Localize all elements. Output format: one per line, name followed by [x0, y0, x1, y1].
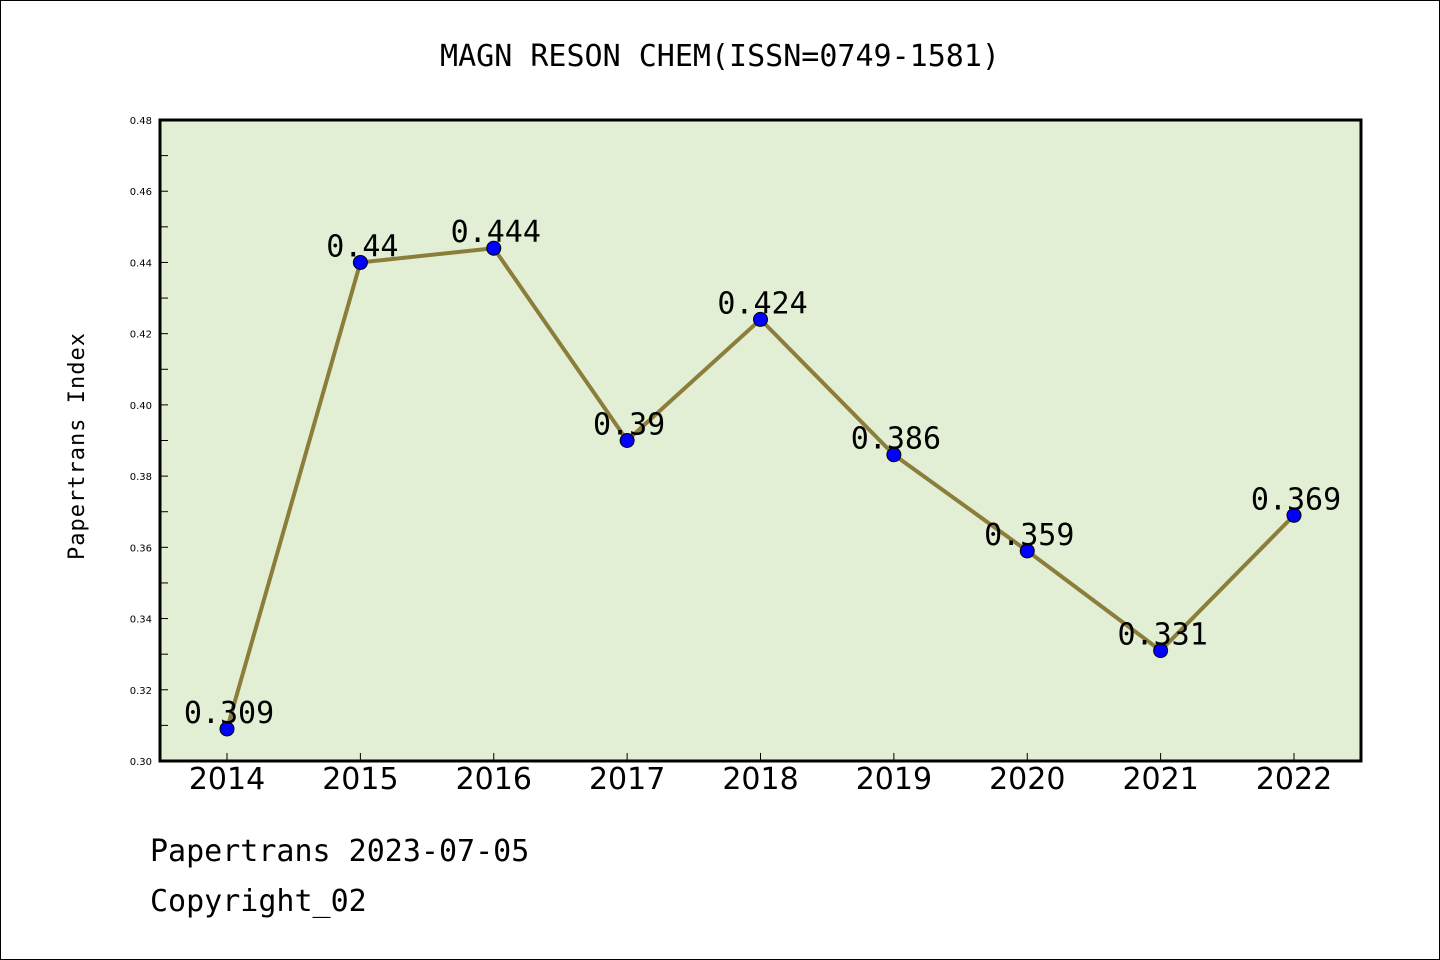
x-axis: 2014 2015 2016 2017 2018 2019 2020 2021 2022: [189, 753, 1332, 797]
data-point: [753, 311, 768, 327]
y-tick-label: 0.48: [130, 116, 152, 127]
x-tick-label: 2021: [1122, 762, 1198, 797]
y-tick-label: 0.34: [130, 615, 152, 626]
data-label: 0.444: [451, 215, 541, 250]
data-point: [1286, 507, 1302, 523]
data-label: 0.39: [593, 408, 665, 443]
x-tick-label: 2022: [1256, 762, 1332, 797]
y-tick-label: 0.40: [130, 401, 152, 412]
series-papertrans-index: 0.309 0.44 0.444 0.39 0.424 0.386 0.359 0.331 0.…: [184, 215, 1341, 737]
data-label: 0.309: [184, 696, 274, 731]
x-tick-label: 2016: [456, 762, 532, 797]
data-label: 0.369: [1251, 482, 1341, 517]
y-tick-label: 0.32: [130, 686, 152, 697]
x-tick-label: 2017: [589, 762, 665, 797]
data-point: [486, 240, 502, 256]
data-point: [352, 254, 368, 270]
y-tick-label: 0.38: [130, 472, 152, 483]
footer-copyright: Copyright_02: [150, 884, 367, 919]
y-tick-label: 0.42: [130, 330, 152, 341]
x-tick-label: 2015: [322, 762, 398, 797]
y-axis-label: Papertrans Index: [65, 332, 90, 560]
data-point: [1153, 643, 1169, 659]
data-point: [886, 447, 902, 463]
data-label: 0.424: [717, 286, 807, 321]
chart-title: MAGN RESON CHEM(ISSN=0749-1581): [440, 39, 1000, 74]
plot-area: [158, 118, 1363, 763]
x-tick-label: 2014: [189, 762, 265, 797]
data-label: 0.386: [851, 422, 941, 457]
y-tick-label: 0.30: [130, 757, 152, 768]
x-tick-label: 2019: [856, 762, 932, 797]
data-point: [619, 433, 635, 448]
x-tick-label: 2018: [722, 762, 798, 797]
x-tick-label: 2020: [989, 762, 1065, 797]
data-label: 0.44: [326, 229, 398, 264]
data-label: 0.331: [1117, 618, 1207, 653]
data-label: 0.359: [984, 518, 1074, 553]
footer-date: Papertrans 2023-07-05: [150, 834, 530, 869]
y-axis: 0.30 0.32 0.34 0.36 0.38 0.40 0.42 0.44 0.46 0.48: [130, 116, 168, 768]
y-tick-label: 0.46: [130, 187, 152, 198]
y-tick-label: 0.36: [130, 543, 152, 554]
data-point: [219, 721, 235, 737]
y-tick-label: 0.44: [130, 258, 152, 269]
data-point: [1019, 543, 1035, 559]
